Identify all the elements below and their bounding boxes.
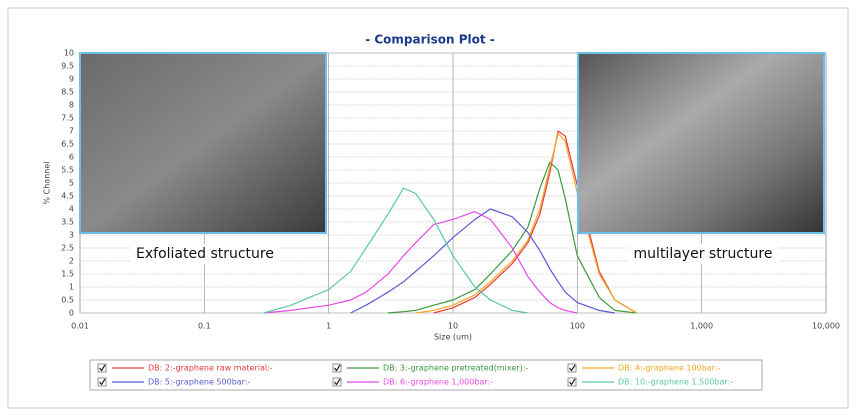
legend-checkbox[interactable]	[332, 363, 342, 373]
legend-entry[interactable]: DB: 3:-graphene pretreated(mixer):-	[332, 363, 528, 373]
y-tick-label: 7	[69, 127, 74, 136]
legend-checkbox[interactable]	[567, 363, 577, 373]
y-tick-label: 0.5	[61, 296, 74, 305]
legend-checkbox[interactable]	[97, 363, 107, 373]
y-tick-label: 6	[69, 153, 74, 162]
lines	[263, 130, 638, 314]
x-tick-label: 1,000	[690, 322, 713, 331]
legend-check	[334, 364, 341, 372]
legend-label: DB: 5:-graphene 500bar:-	[148, 378, 251, 387]
legend-check	[569, 378, 576, 386]
y-tick-label: 9	[69, 75, 74, 84]
x-tick-label: 0.1	[198, 322, 211, 331]
y-tick-label: 8	[69, 101, 74, 110]
y-tick-label: 4	[69, 205, 74, 214]
legend-entry[interactable]: DB: 4:-graphene 100bar:-	[567, 363, 721, 373]
legend-check	[569, 364, 576, 372]
y-tick-label: 2	[69, 257, 74, 266]
series-line	[433, 130, 638, 314]
x-tick-label: 10	[448, 322, 458, 331]
y-tick-label: 2.5	[61, 244, 74, 253]
annotation: Exfoliated structure	[136, 246, 274, 262]
annotation-bg	[130, 244, 280, 264]
x-tick-label: 10,000	[812, 322, 840, 331]
series-line	[415, 133, 638, 314]
legend-label: DB: 4:-graphene 100bar:-	[618, 364, 721, 373]
x-tick-label: 100	[570, 322, 585, 331]
y-tick-label: 5	[69, 179, 74, 188]
y-axis-label: % Channel	[43, 162, 52, 205]
legend-entry[interactable]: DB: 6:-graphene 1,000bar:-	[332, 377, 493, 387]
legend-check	[99, 364, 106, 372]
legend-label: DB: 2:-graphene raw material:-	[148, 364, 273, 373]
series-line	[387, 161, 637, 314]
series-line	[350, 208, 615, 314]
y-tick-label: 3	[69, 231, 74, 240]
y-tick-label: 9.5	[61, 62, 74, 71]
legend-entry[interactable]: DB: 2:-graphene raw material:-	[97, 363, 273, 373]
y-tick-label: 5.5	[61, 166, 74, 175]
legend-items: DB: 2:-graphene raw material:- DB: 3:-gra…	[97, 363, 733, 387]
legend-label: DB: 10:-graphene 1,500bar:-	[618, 378, 733, 387]
y-tick-label: 1.5	[61, 270, 74, 279]
legend	[89, 359, 763, 391]
y-tick-label: 3.5	[61, 218, 74, 227]
legend-checkbox[interactable]	[332, 377, 342, 387]
annotation-bg	[628, 244, 778, 264]
legend-check	[334, 378, 341, 386]
legend-checkbox[interactable]	[567, 377, 577, 387]
y-tick-label: 4.5	[61, 192, 74, 201]
legend-check	[99, 378, 106, 386]
series-line	[263, 187, 528, 314]
legend-checkbox[interactable]	[97, 377, 107, 387]
y-tick-label: 7.5	[61, 114, 74, 123]
y-tick-label: 0	[69, 309, 74, 318]
legend-entry[interactable]: DB: 10:-graphene 1,500bar:-	[567, 377, 733, 387]
y-tick-label: 8.5	[61, 88, 74, 97]
x-tick-label: 0.01	[71, 322, 89, 331]
y-tick-label: 6.5	[61, 140, 74, 149]
sem-image	[577, 52, 825, 234]
chart-title: - Comparison Plot -	[365, 33, 495, 47]
legend-label: DB: 6:-graphene 1,000bar:-	[383, 378, 493, 387]
y-tick-label: 1	[69, 283, 74, 292]
annotation: multilayer structure	[634, 246, 773, 262]
legend-entry[interactable]: DB: 5:-graphene 500bar:-	[97, 377, 251, 387]
legend-label: DB: 3:-graphene pretreated(mixer):-	[383, 364, 528, 373]
sem-image	[79, 52, 327, 234]
x-axis-label: Size (um)	[434, 333, 472, 342]
x-tick-label: 1	[326, 322, 331, 331]
series-line	[263, 211, 578, 314]
y-tick-label: 10	[64, 49, 74, 58]
